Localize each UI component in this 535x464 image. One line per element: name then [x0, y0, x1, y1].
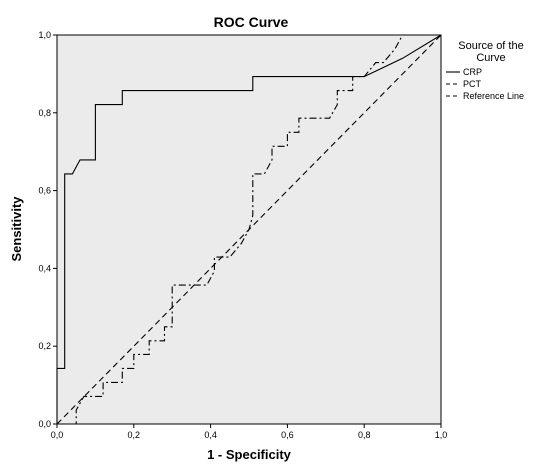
legend: Source of the Curve CRP PCT Reference Line: [446, 40, 524, 101]
x-tick-label: 1,0: [435, 430, 448, 440]
series-line-crp: [56, 34, 442, 424]
legend-label: Reference Line: [463, 91, 524, 101]
legend-label: PCT: [463, 79, 482, 89]
legend-items: CRP PCT Reference Line: [446, 67, 524, 101]
x-tick-label: 0,4: [204, 430, 217, 440]
y-tick-label: 0,2: [38, 341, 51, 351]
x-axis-label: 1 - Specificity: [207, 447, 292, 462]
y-tick-label: 0,0: [38, 419, 51, 429]
legend-title-line2: Curve: [476, 52, 505, 64]
legend-title-line1: Source of the: [458, 40, 523, 52]
chart-title: ROC Curve: [214, 14, 289, 30]
y-tick-label: 0,6: [38, 186, 51, 196]
y-axis-label: Sensitivity: [9, 196, 24, 262]
x-tick-label: 0,2: [128, 430, 141, 440]
series-layer: [56, 34, 442, 425]
y-tick-label: 1,0: [38, 30, 51, 40]
y-tick-label: 0,8: [38, 108, 51, 118]
x-tick-label: 0,8: [358, 430, 371, 440]
y-axis-ticks: 0,0 0,2 0,4 0,6 0,8 1,0: [38, 30, 57, 429]
legend-label: CRP: [463, 67, 482, 77]
x-tick-label: 0,6: [281, 430, 294, 440]
x-axis-ticks: 0,0 0,2 0,4 0,6 0,8 1,0: [51, 424, 448, 440]
y-tick-label: 0,4: [38, 263, 51, 273]
x-tick-label: 0,0: [51, 430, 64, 440]
series-line-reference-line: [56, 34, 442, 425]
